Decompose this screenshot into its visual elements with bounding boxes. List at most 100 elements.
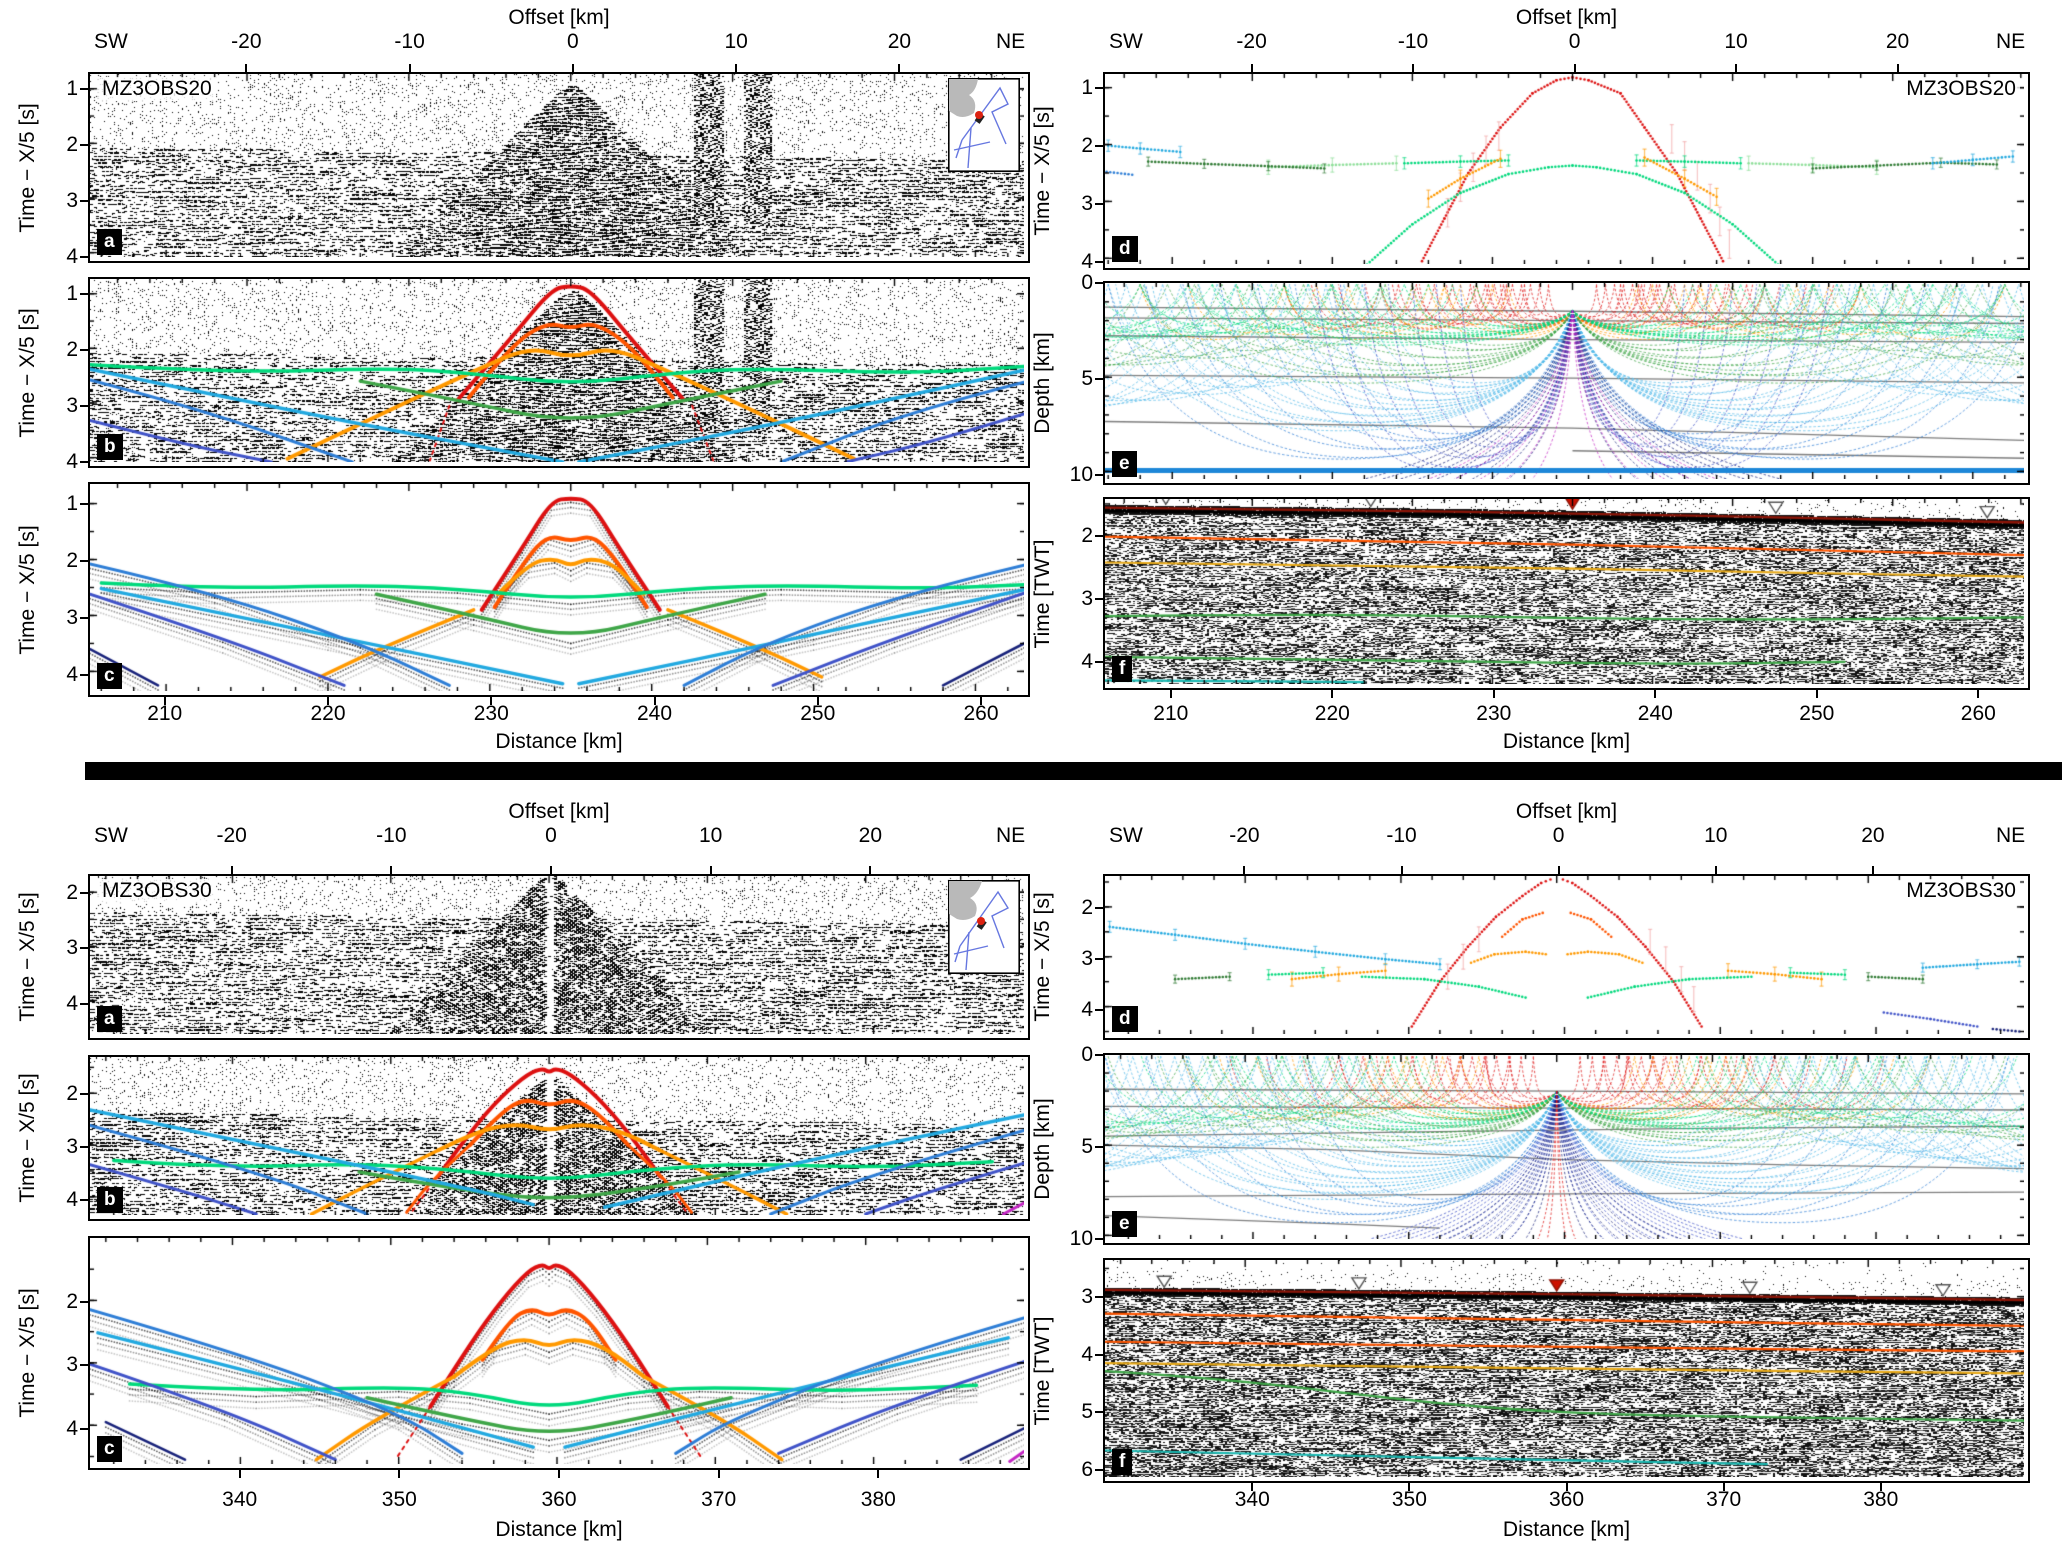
axis-tick-mark (1735, 64, 1738, 72)
panel-obs20-record-picks: b (88, 277, 1030, 468)
axis-tick-mark (653, 697, 656, 705)
traveltime-canvas (1105, 876, 2024, 1034)
axis-tick-mark (80, 460, 88, 463)
y-axis-label: Time − X/5 [s] (1031, 892, 1054, 1022)
offset-tick-label: 0 (545, 824, 557, 847)
axis-tick-mark (238, 1470, 241, 1478)
offset-axis-title: Offset [km] (508, 800, 610, 823)
survey-lines (953, 890, 1010, 971)
y-tick-label: 4 (1081, 1342, 1093, 1366)
y-tick-label: 5 (1081, 1400, 1093, 1424)
axis-tick-mark (1095, 597, 1103, 600)
y-tick-label: 2 (66, 1289, 78, 1313)
panel-obs30-synthetics: c (88, 1236, 1030, 1470)
y-tick-label: 2 (1081, 523, 1093, 547)
axis-tick-mark (1250, 64, 1253, 72)
offset-tick-label: -10 (394, 30, 425, 53)
distance-tick-label: 240 (1637, 702, 1673, 725)
distance-tick-label: 220 (1314, 702, 1350, 725)
axis-tick-mark (1095, 1411, 1103, 1414)
panel-obs20-synthetics: c (88, 482, 1030, 697)
location-inset-map (948, 880, 1020, 974)
axis-tick-mark (80, 199, 88, 202)
axis-tick-mark (80, 293, 88, 296)
y-axis-label: Time − X/5 [s] (16, 307, 39, 438)
distance-tick-label: 380 (1863, 1488, 1899, 1511)
traveltime-canvas (1105, 74, 2024, 264)
offset-axis-title: Offset [km] (508, 6, 610, 29)
axis-tick-mark (230, 866, 233, 874)
panel-obs20-rays: e (1103, 281, 2030, 485)
offset-tick-label: -10 (376, 824, 407, 847)
axis-tick-mark (1095, 906, 1103, 909)
station-label: MZ3OBS30 (98, 879, 216, 903)
axis-tick-mark (1095, 474, 1103, 477)
panel-letter-a: a (97, 1006, 122, 1032)
panel-obs30-record-picks: b (88, 1055, 1030, 1221)
offset-tick-label: 10 (1704, 824, 1728, 847)
direction-label-ne: NE (1996, 30, 2026, 53)
obs-location-dot (977, 917, 985, 925)
y-axis-label: Depth [km] (1031, 332, 1054, 434)
y-tick-label: 4 (1081, 997, 1093, 1021)
y-axis-label: Time − X/5 [s] (16, 892, 39, 1022)
y-tick-label: 2 (1081, 895, 1093, 919)
distance-tick-label: 340 (222, 1488, 258, 1511)
axis-tick-mark (980, 697, 983, 705)
axis-tick-mark (717, 1470, 720, 1478)
axis-tick-mark (1492, 690, 1495, 698)
panel-obs30-reflection: f (1103, 1258, 2030, 1483)
distance-tick-label: 350 (381, 1488, 417, 1511)
y-tick-label: 5 (1081, 367, 1093, 391)
station-label: MZ3OBS20 (98, 77, 216, 101)
axis-tick-mark (1095, 86, 1103, 89)
axis-tick-mark (490, 697, 493, 705)
axis-tick-mark (1977, 690, 1980, 698)
axis-tick-mark (1095, 1296, 1103, 1299)
distance-tick-label: 360 (541, 1488, 577, 1511)
y-tick-label: 2 (66, 337, 78, 361)
y-tick-label: 0 (1081, 1043, 1093, 1066)
y-tick-label: 3 (1081, 192, 1093, 216)
distance-tick-label: 210 (1153, 702, 1189, 725)
survey-lines (953, 86, 1009, 169)
panel-letter-b: b (97, 434, 123, 460)
offset-tick-label: 20 (887, 30, 912, 53)
y-axis-label: Time − X/5 [s] (16, 1073, 39, 1203)
panel-obs30-rays: e (1103, 1053, 2030, 1245)
panel-obs30-traveltimes: MZ3OBS30 d (1103, 874, 2030, 1040)
axis-tick-mark (80, 559, 88, 562)
obs-location-dot (975, 111, 983, 119)
y-tick-label: 2 (66, 880, 78, 904)
axis-tick-mark (326, 697, 329, 705)
distance-tick-label: 220 (310, 702, 346, 725)
panel-letter-f: f (1112, 1449, 1133, 1475)
y-tick-label: 3 (66, 936, 78, 960)
distance-tick-label: 260 (1960, 702, 1996, 725)
axis-tick-mark (1408, 1483, 1411, 1491)
y-tick-label: 3 (66, 393, 78, 417)
offset-tick-label: 10 (724, 30, 748, 53)
axis-tick-mark (80, 255, 88, 258)
station-label: MZ3OBS20 (1902, 77, 2020, 101)
y-tick-label: 4 (66, 244, 78, 268)
y-tick-label: 4 (66, 1188, 78, 1212)
direction-label-ne: NE (996, 30, 1026, 53)
y-tick-label: 4 (66, 449, 78, 473)
y-axis-label: Time [TWT] (1031, 1316, 1054, 1425)
panel-letter-b: b (97, 1187, 123, 1213)
y-axis-label: Time − X/5 [s] (16, 102, 39, 233)
distance-tick-label: 350 (1391, 1488, 1427, 1511)
axis-tick-mark (1879, 1483, 1882, 1491)
y-axis-label: Time [TWT] (1031, 539, 1054, 648)
panel-obs30-record: MZ3OBS30 a (88, 874, 1030, 1040)
seismic-picks-canvas (90, 1057, 1024, 1215)
axis-tick-mark (1095, 1054, 1103, 1056)
distance-tick-label: 250 (800, 702, 836, 725)
seismic-record-canvas (90, 74, 1024, 257)
offset-tick-label: 20 (858, 824, 883, 847)
axis-tick-mark (408, 64, 411, 72)
offset-tick-label: 0 (1568, 30, 1581, 53)
offset-tick-label: 10 (1724, 30, 1748, 53)
y-tick-label: 3 (66, 1135, 78, 1159)
